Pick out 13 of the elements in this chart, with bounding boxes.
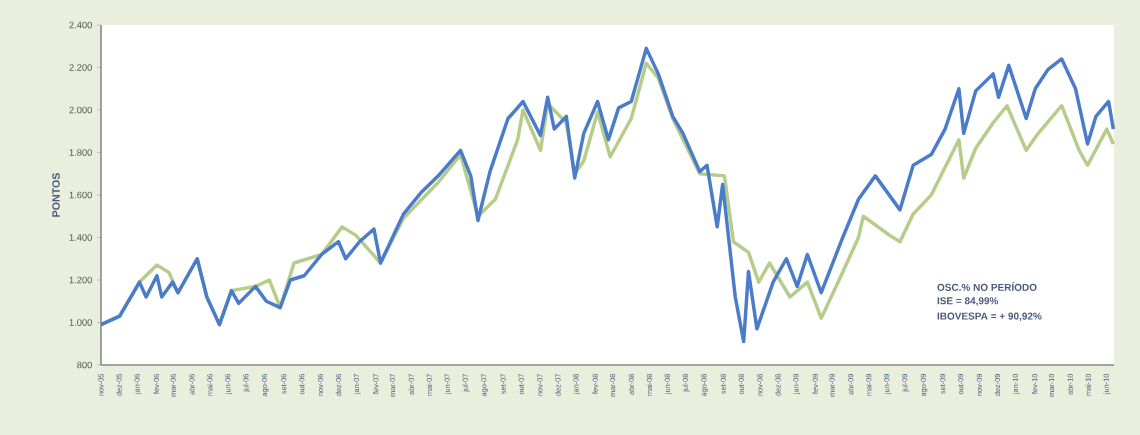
- annotation: ISE = 84,99%: [937, 297, 999, 306]
- y-tick-label: 2.400: [69, 21, 92, 29]
- y-tick-label: 1.200: [69, 276, 92, 284]
- annotation: IBOVESPA = + 90,92%: [937, 312, 1042, 322]
- y-axis-title: PONTOS: [52, 172, 60, 217]
- y-tick-label: 1.800: [69, 149, 92, 156]
- y-tick-label: 1.000: [69, 319, 92, 326]
- y-tick-label: 1.400: [69, 234, 92, 241]
- annotation: OSC.% NO PERÍODO: [937, 281, 1037, 291]
- y-tick-label: 2.200: [69, 64, 92, 71]
- y-tick-label: 800: [77, 361, 92, 369]
- y-tick-label: 2.000: [69, 106, 92, 114]
- y-tick-label: 1.600: [69, 191, 92, 199]
